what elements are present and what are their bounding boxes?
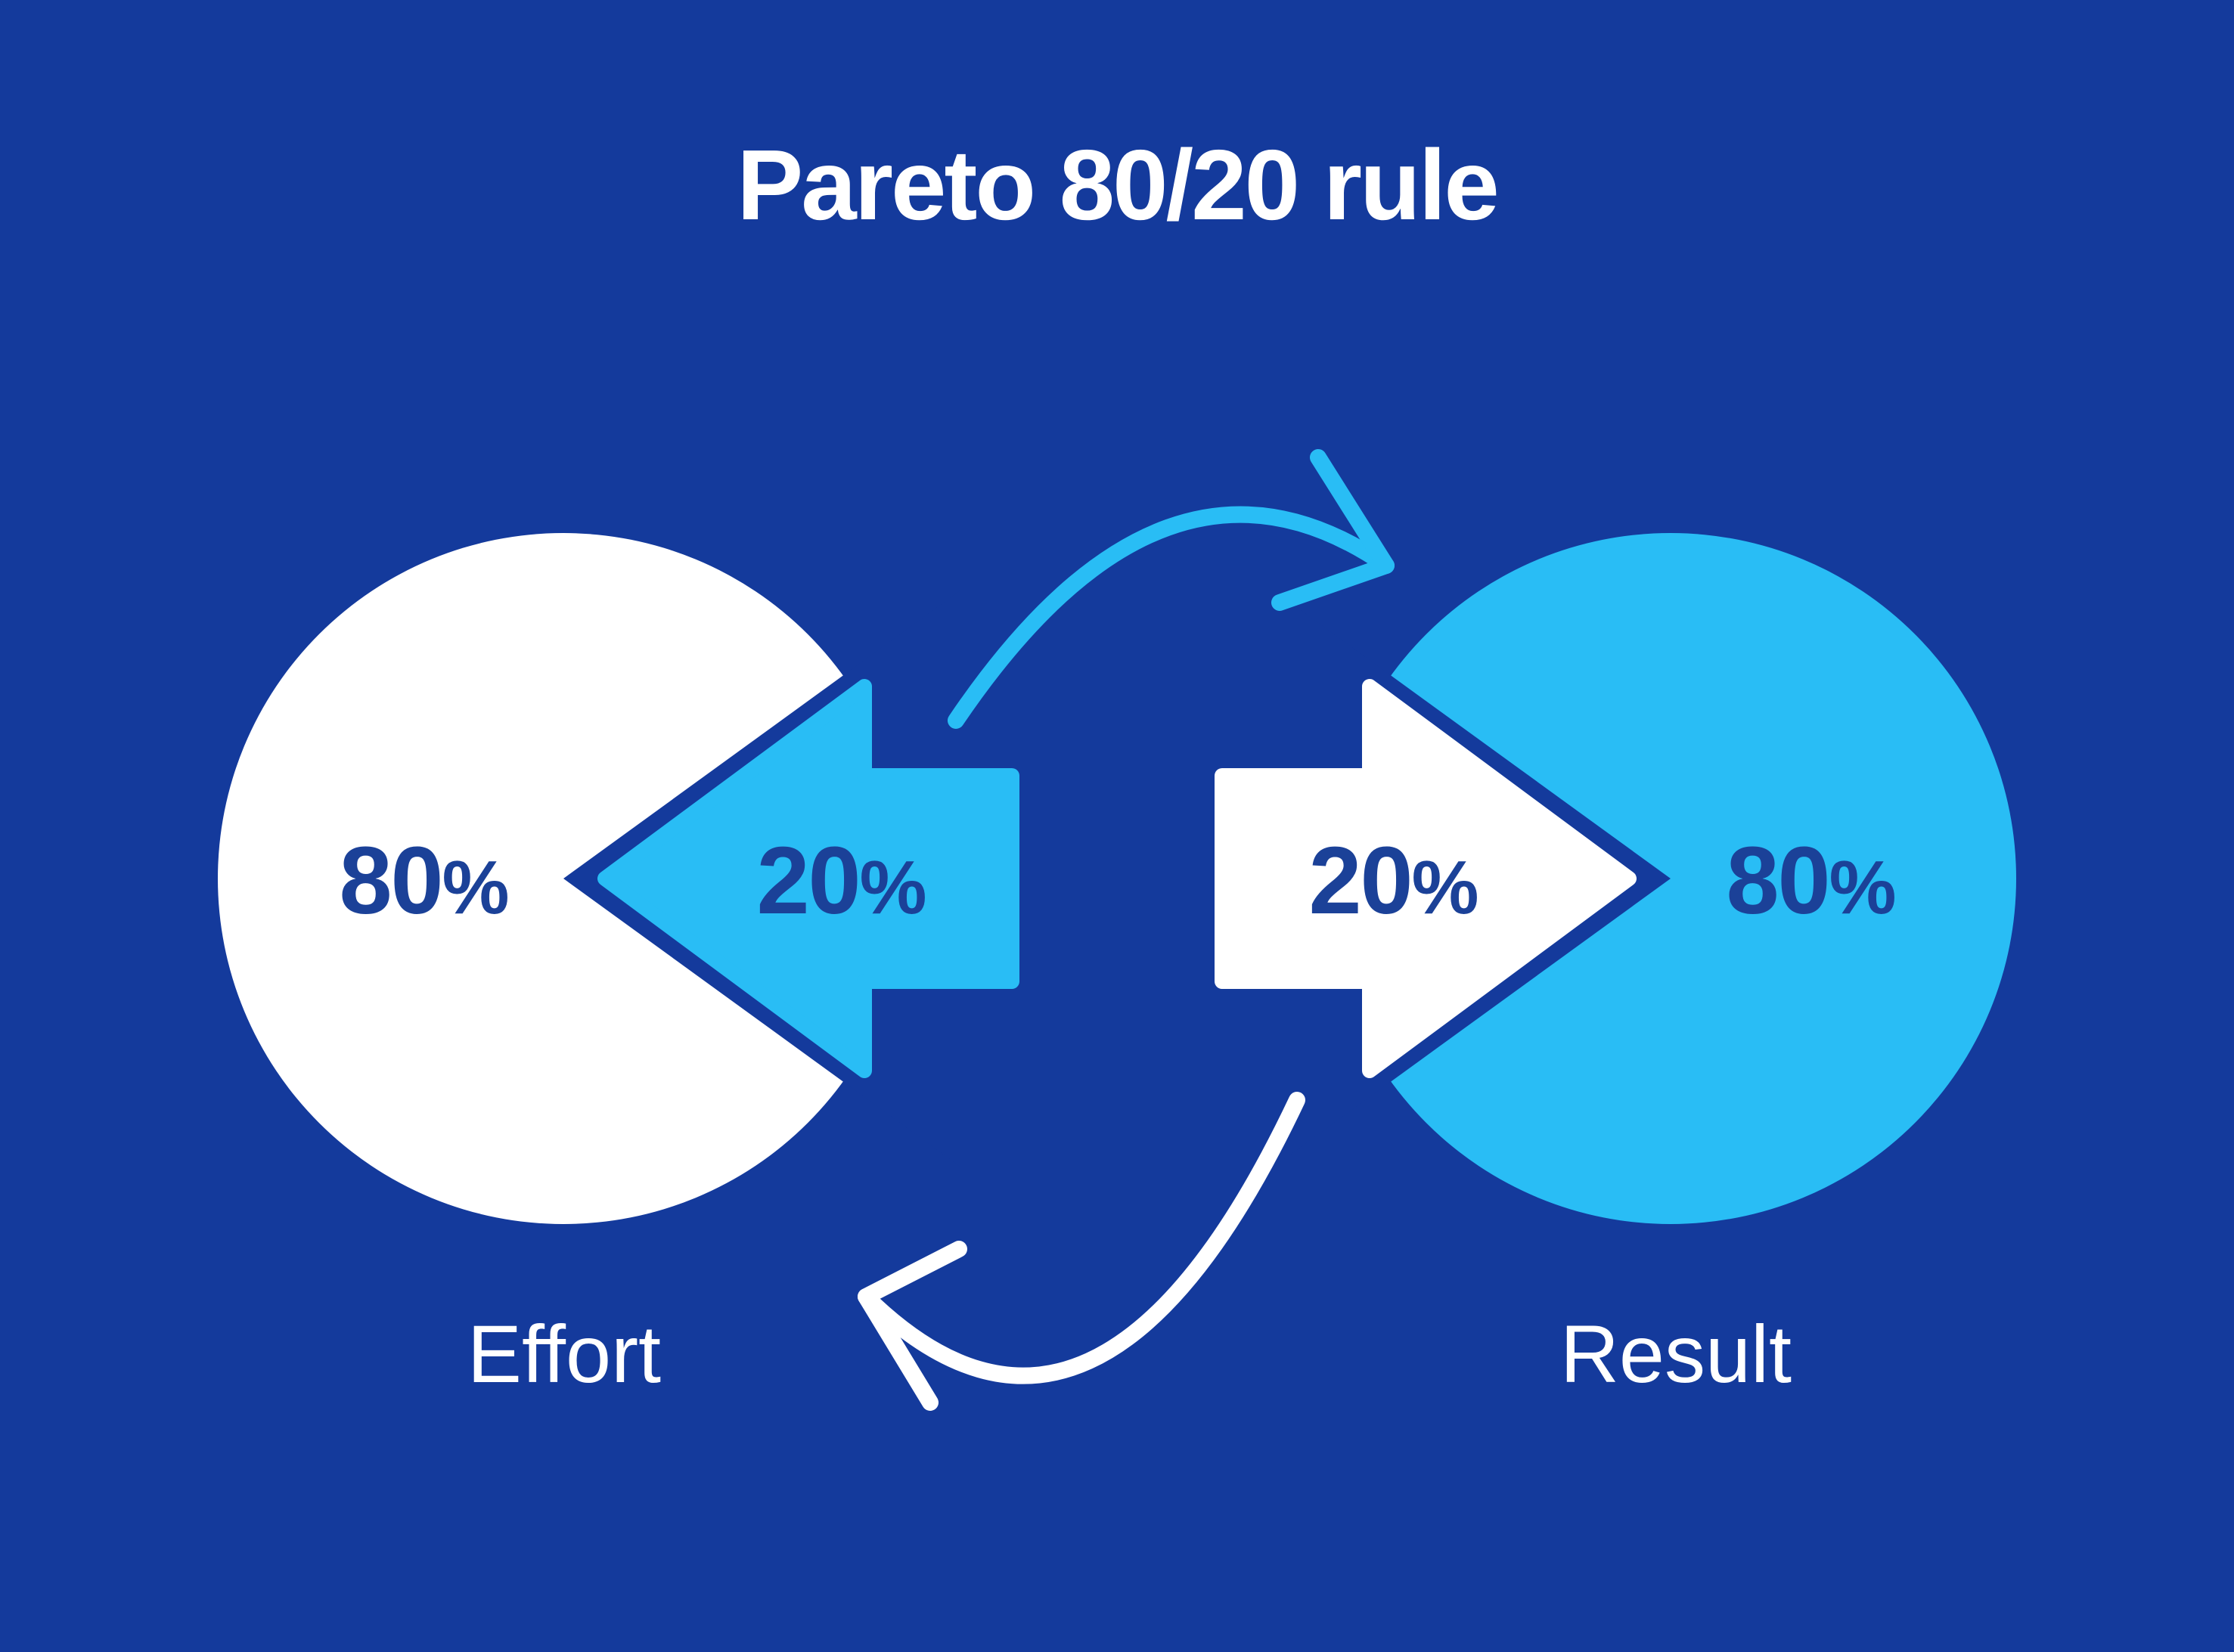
cycle-arrow-bottom-head xyxy=(858,1241,967,1411)
effort-20-label: 20% xyxy=(756,827,925,934)
cycle-arrow-bottom-curve xyxy=(858,1092,1305,1384)
effort-caption: Effort xyxy=(467,1308,661,1399)
cycle-arrow-bottom-icon xyxy=(858,1092,1305,1411)
cycle-arrow-top-head xyxy=(1271,449,1395,611)
effort-group: 80% 20% Effort xyxy=(218,533,1019,1399)
cycle-arrow-top-curve xyxy=(948,506,1395,729)
result-20-label: 20% xyxy=(1308,827,1477,934)
arrow-20-into-result-icon xyxy=(1215,679,1637,1078)
result-caption: Result xyxy=(1560,1308,1792,1399)
result-group: 20% 80% Result xyxy=(1215,533,2016,1399)
effort-80-label: 80% xyxy=(339,827,507,934)
page-title: Pareto 80/20 rule xyxy=(737,129,1497,240)
result-80-label: 80% xyxy=(1726,827,1894,934)
cycle-arrow-top-icon xyxy=(948,449,1395,729)
arrow-20-into-effort-icon xyxy=(597,679,1019,1078)
